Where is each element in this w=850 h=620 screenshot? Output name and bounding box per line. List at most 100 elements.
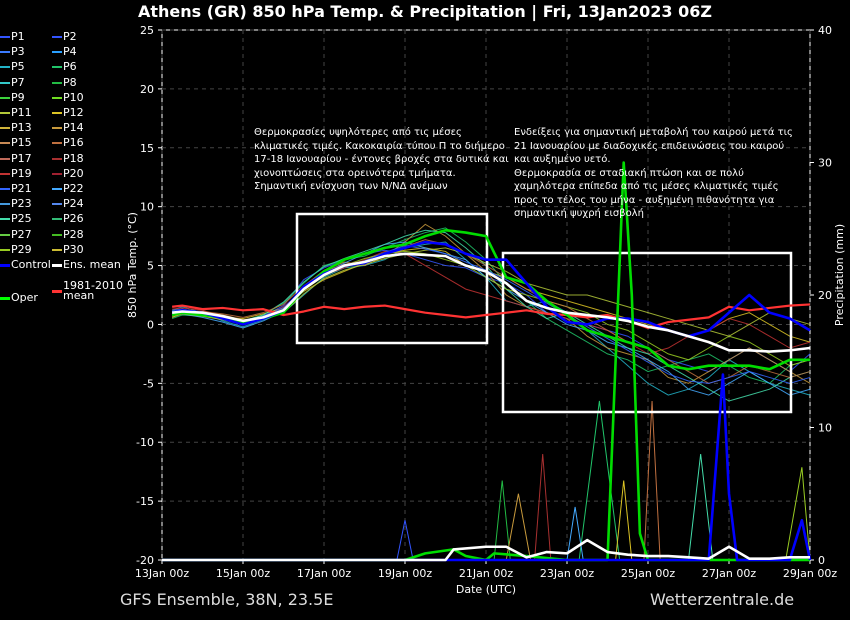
y-axis-label: 850 hPa Temp. (°C) [126,212,139,318]
ensemble-member-precip [534,453,552,561]
legend-swatch [0,51,10,54]
chart-title: Athens (GR) 850 hPa Temp. & Precipitatio… [138,2,712,21]
series-line [171,252,811,353]
y2-tick-label: 30 [818,157,832,170]
legend-swatch [52,66,62,69]
legend-label: P17 [11,151,32,165]
legend-item: P15 [0,136,32,149]
legend-item: P24 [52,197,84,210]
legend-item: P1 [0,30,25,43]
legend-swatch [52,289,62,293]
legend-label: P19 [11,166,32,180]
legend-label: P9 [11,90,25,104]
ensemble-member-precip [505,493,532,561]
highlight-box-right [501,251,793,414]
x-tick-label: 25Jan 00z [621,567,675,580]
legend-swatch [52,248,62,251]
x-axis-label: Date (UTC) [456,583,516,596]
y2-tick-label: 0 [818,554,825,567]
legend-label: P18 [63,151,84,165]
ensemble-member-precip [615,480,633,561]
legend-item: Ens. mean [52,258,121,271]
annotation-line: κλιματικές τιμές. Κακοκαιρία τύπου Π το … [254,140,505,152]
legend-item: P30 [52,243,84,256]
legend-label: P15 [11,136,32,150]
legend-label: P5 [11,60,25,74]
legend-label: Ens. mean [63,258,121,271]
highlight-box-left [295,212,489,345]
legend-swatch [0,81,10,84]
x-tick-label: 13Jan 00z [135,567,189,580]
annotation-line: Σημαντική ενίσχυση των Ν/ΝΔ ανέμων [254,181,448,192]
legend-label: Control [11,258,51,271]
ensemble-member-line [171,247,811,337]
legend-item: Control [0,258,51,271]
x-tick-label: 23Jan 00z [540,567,594,580]
annotation-line: χιονοπτώσεις στα ορεινότερα τμήματα. [254,167,456,179]
annotation-line: Ενδείξεις για σημαντική μεταβολή του και… [514,127,793,138]
legend-item: P5 [0,60,25,73]
legend-swatch [0,112,10,114]
legend-item: 1981-2010 mean [52,280,123,301]
y2-axis-label: Precipitation (mm) [833,224,846,326]
annotation-line: Θερμοκρασίες υψηλότερες από τις μέσες [254,127,462,138]
legend-label: P20 [63,166,84,180]
legend-label: P3 [11,45,25,59]
legend-item: P29 [0,243,32,256]
ensemble-member-precip [396,520,414,561]
legend-label: P21 [11,182,32,195]
ensemble-member-precip [578,400,621,561]
legend-item: P27 [0,228,32,241]
series-line [171,228,810,371]
legend-label: P2 [63,30,77,43]
legend-label: P1 [11,30,25,43]
legend-swatch [0,248,10,251]
annotation-right: Ενδείξεις για σημαντική μεταβολή του και… [514,126,793,221]
legend-item: P8 [52,76,77,89]
legend-swatch [52,263,62,267]
legend-swatch [0,203,10,206]
legend-item: P4 [52,45,77,58]
x-tick-label: 15Jan 00z [216,567,270,580]
legend-label: P12 [63,106,84,119]
legend-item: P22 [52,182,84,195]
legend-item: P9 [0,91,25,104]
legend-item: P26 [52,212,84,225]
series-line [162,538,810,562]
legend-item: P18 [52,152,84,165]
legend-swatch [52,157,62,160]
legend-label: P24 [63,197,84,211]
annotation-line: 21 Ιανουαρίου με διαδοχικές επιδεινώσεις… [514,140,785,152]
y-tick-label: 0 [147,318,154,331]
y-tick-label: 10 [140,201,154,214]
legend-label: P14 [63,121,84,135]
legend-swatch [52,172,62,175]
legend-swatch [52,142,62,145]
legend-item: Oper [0,291,38,304]
legend-label: P30 [63,242,84,256]
legend-swatch [52,188,62,190]
y2-tick-label: 40 [818,24,832,37]
footer-source: Wetterzentrale.de [650,590,795,609]
annotation-line: σημαντική ψυχρή εισβολή [514,208,644,219]
legend-item: P10 [52,91,84,104]
ensemble-member-precip [493,480,511,561]
y-tick-label: -10 [136,436,154,449]
legend-swatch [52,127,62,130]
legend-label: P13 [11,121,32,135]
legend-swatch [0,233,10,236]
legend-swatch [52,36,62,38]
legend-swatch [52,112,62,114]
legend-item: P28 [52,228,84,241]
legend-item: P7 [0,76,25,89]
legend-item: P25 [0,212,32,225]
legend-swatch [0,218,10,221]
annotation-line: χαμηλότερα επίπεδα από τις μέσες κλιματι… [514,181,779,192]
legend-swatch [0,172,10,175]
annotation-line: προς το τέλος του μήνα - αυξημένη πιθανό… [514,194,775,206]
legend-label: P22 [63,182,84,195]
x-tick-label: 27Jan 00z [702,567,756,580]
ensemble-member-precip [688,453,714,561]
ensemble-member-line [172,247,811,343]
y-tick-label: 20 [140,83,154,96]
